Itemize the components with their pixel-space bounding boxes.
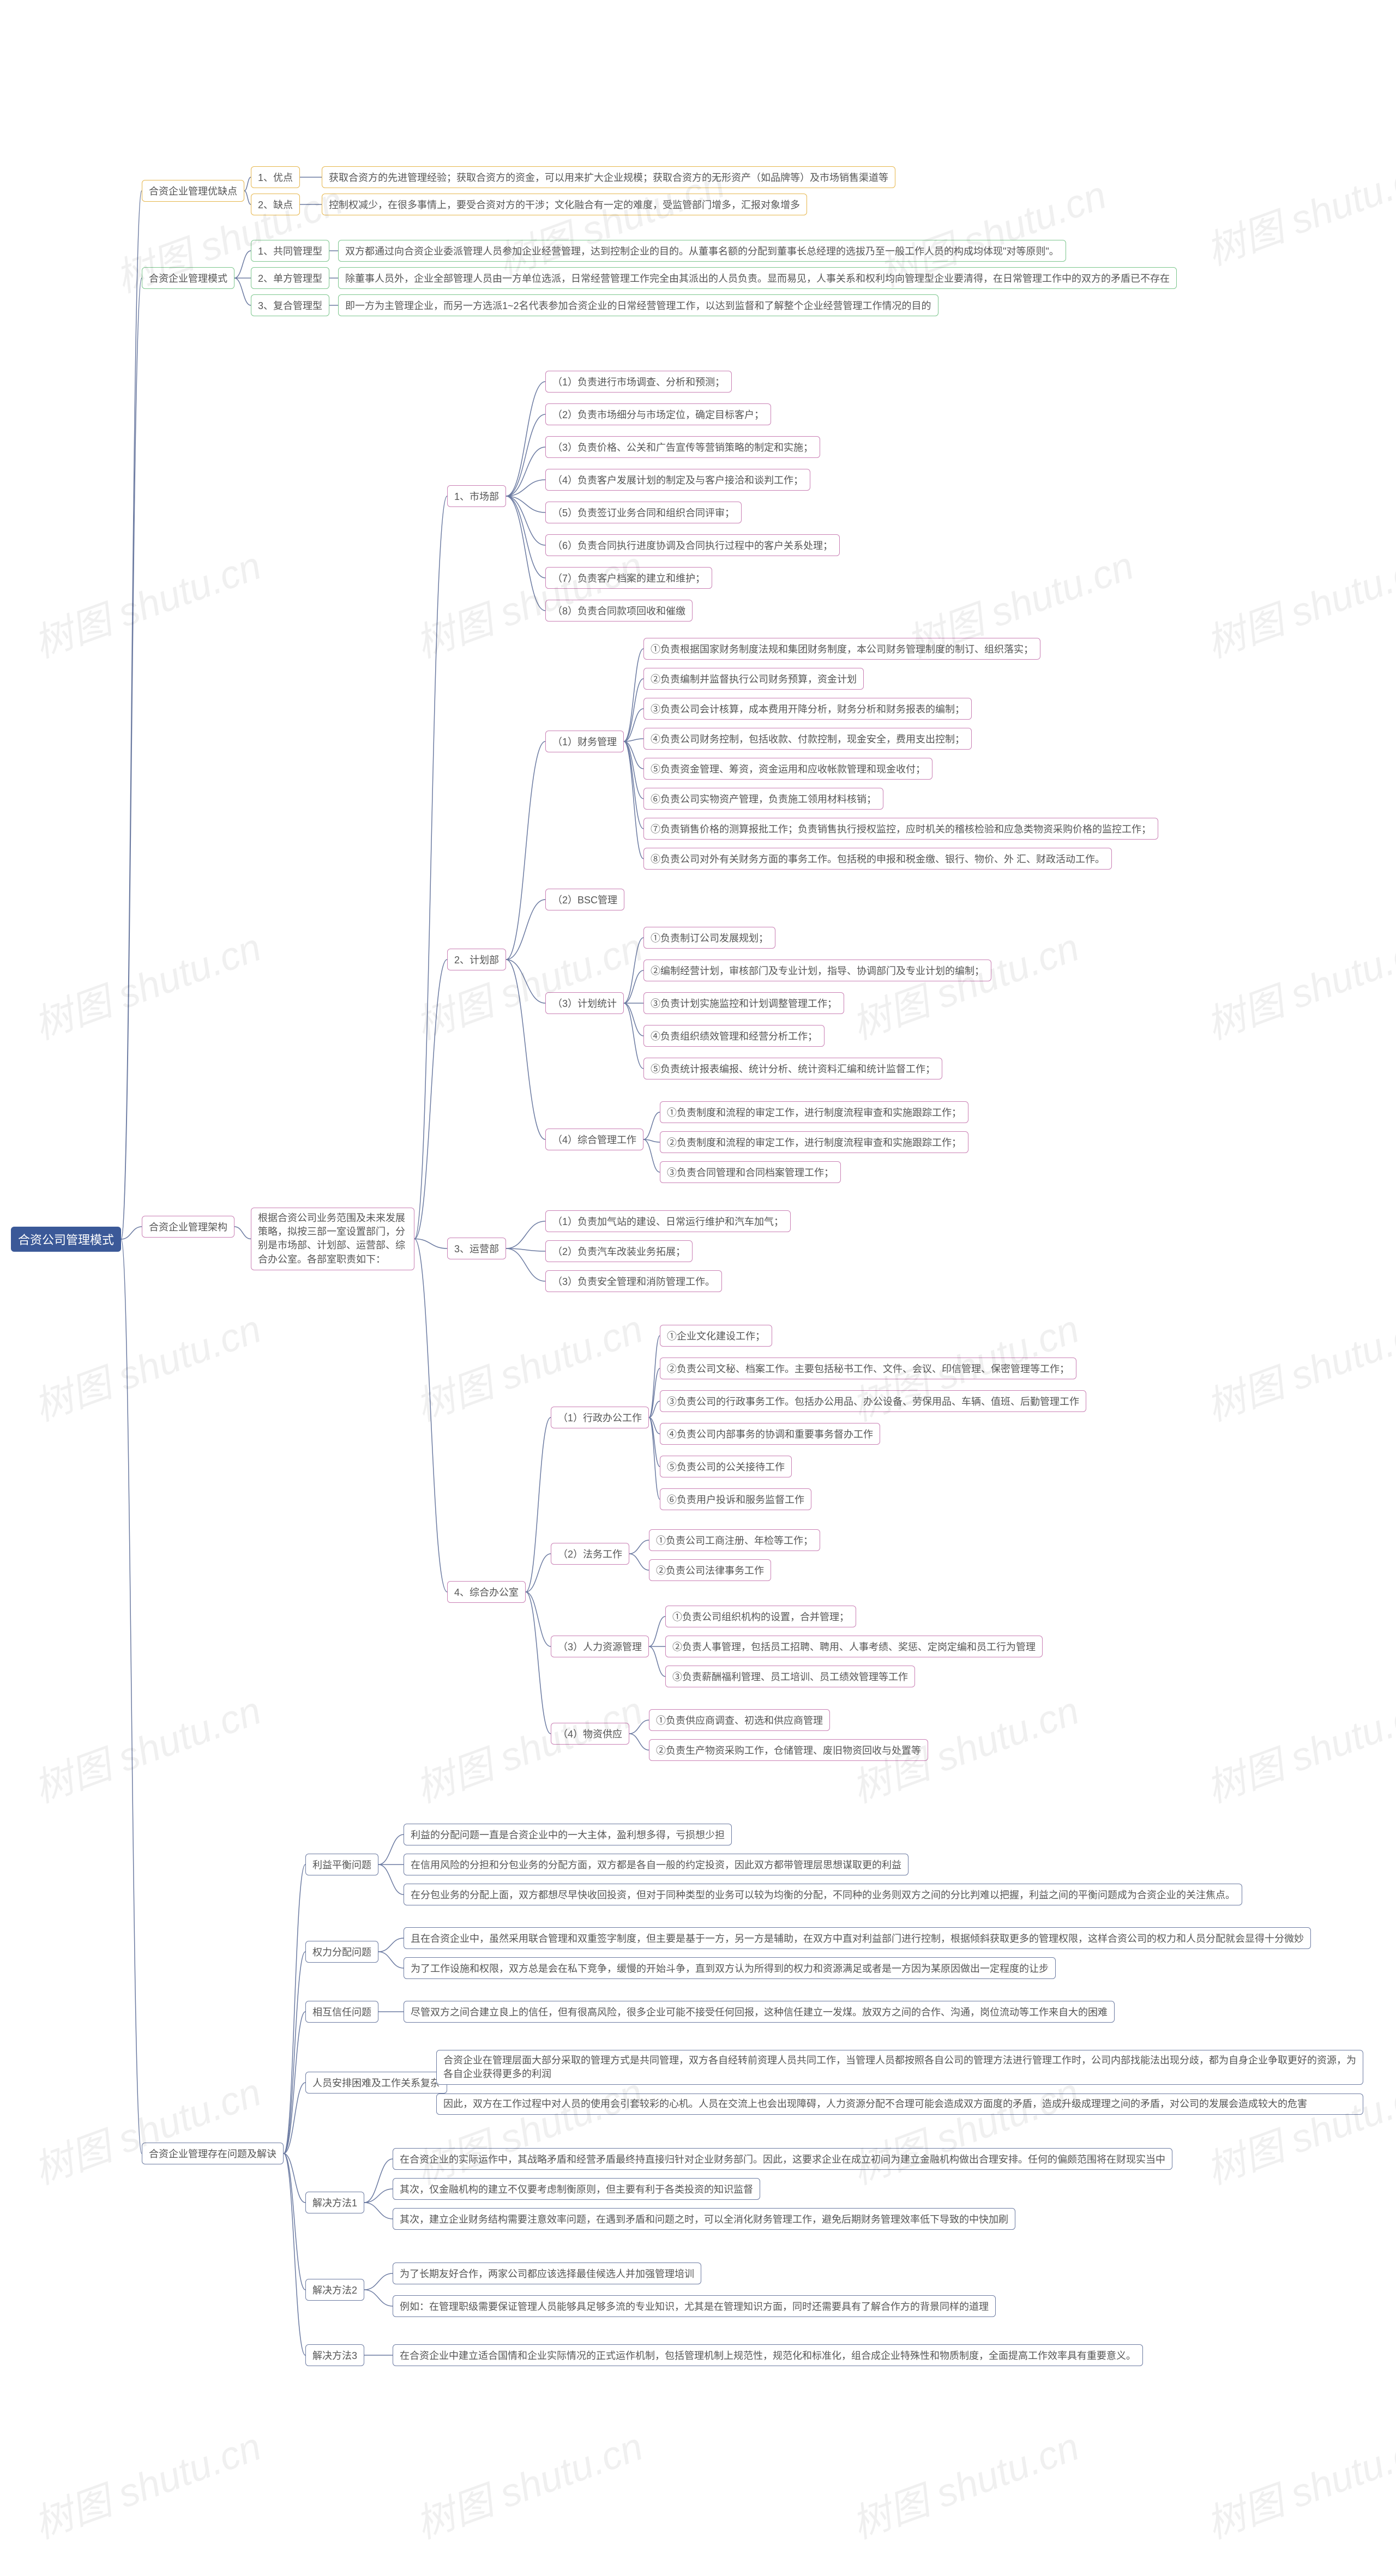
mindmap-node: ⑧负责公司对外有关财务方面的事务工作。包括税的申报和税金缴、银行、物价、外 汇、… xyxy=(643,848,1112,870)
mindmap-node: （4）负责客户发展计划的制定及与客户接洽和谈判工作； xyxy=(545,469,810,491)
mindmap-node: ③负责薪酬福利管理、员工培训、员工绩效管理等工作 xyxy=(665,1666,915,1687)
mindmap-node: ④负责公司财务控制，包括收款、付款控制，现金安全，费用支出控制； xyxy=(643,728,972,750)
mindmap-node: ⑤负责公司的公关接待工作 xyxy=(660,1456,792,1477)
mindmap-node: 权力分配问题 xyxy=(305,1941,378,1963)
mindmap-node: 在合资企业中建立适合国情和企业实际情况的正式运作机制，包括管理机制上规范性，规范… xyxy=(393,2344,1143,2366)
mindmap-node: ⑤负责统计报表编报、统计分析、统计资料汇编和统计监督工作； xyxy=(643,1058,942,1079)
mindmap-node: （1）行政办公工作 xyxy=(551,1407,649,1428)
mindmap-node: 在分包业务的分配上面，双方都想尽早快收回投资，但对于同种类型的业务可以较为均衡的… xyxy=(404,1884,1242,1905)
mindmap-node: 合资公司管理模式 xyxy=(11,1227,121,1252)
mindmap-node: 合资企业管理存在问题及解诀 xyxy=(142,2143,284,2164)
mindmap-node: ③负责合同管理和合同档案管理工作； xyxy=(660,1161,841,1183)
mindmap-node: 2、缺点 xyxy=(251,194,300,215)
mindmap-node: ①负责根据国家财务制度法规和集团财务制度，本公司财务管理制度的制订、组织落实； xyxy=(643,638,1040,660)
mindmap-node: ②负责人事管理，包括员工招聘、聘用、人事考绩、奖惩、定岗定编和员工行为管理 xyxy=(665,1636,1043,1657)
mindmap-node: （2）负责市场细分与市场定位，确定目标客户； xyxy=(545,403,771,425)
mindmap-node: ①负责制订公司发展规划； xyxy=(643,927,775,949)
mindmap-node: （3）负责价格、公关和广告宣传等营销策略的制定和实施； xyxy=(545,436,820,458)
mindmap-node: ②编制经营计划，审核部门及专业计划，指导、协调部门及专业计划的编制； xyxy=(643,960,991,981)
mindmap-node: 3、复合管理型 xyxy=(251,294,329,316)
mindmap-node: 即一方为主管理企业，而另一方选派1~2名代表参加合资企业的日常经营管理工作，以达… xyxy=(338,294,938,316)
mindmap-node: （3）人力资源管理 xyxy=(551,1636,649,1657)
mindmap-node: 人员安排困难及工作关系复杂 xyxy=(305,2072,447,2094)
mindmap-node: ①负责供应商调查、初选和供应商管理 xyxy=(649,1709,830,1731)
mindmap-node: （2）BSC管理 xyxy=(545,889,624,910)
mindmap-node: ④负责公司内部事务的协调和重要事务督办工作 xyxy=(660,1423,880,1445)
mindmap-node: 1、共同管理型 xyxy=(251,240,329,262)
mindmap-node: 3、运营部 xyxy=(447,1238,506,1259)
mindmap-node: 根据合资公司业务范围及未来发展策略，拟按三部一室设置部门，分别是市场部、计划部、… xyxy=(251,1208,414,1270)
mindmap-node: 在信用风险的分担和分包业务的分配方面，双方都是各自一般的约定投资，因此双方都带管… xyxy=(404,1854,908,1875)
mindmap-node: 合资企业管理优缺点 xyxy=(142,180,244,202)
mindmap-node: ⑥负责用户投诉和服务监督工作 xyxy=(660,1488,811,1510)
mindmap-node: 解决方法3 xyxy=(305,2344,364,2366)
mindmap-node: （3）计划统计 xyxy=(545,992,624,1014)
mindmap-node: 且在合资企业中，虽然采用联合管理和双重签字制度，但主要是基于一方，另一方是辅助，… xyxy=(404,1927,1311,1949)
mindmap-node: ①负责公司工商注册、年检等工作； xyxy=(649,1529,820,1551)
mindmap-node: 相互信任问题 xyxy=(305,2001,378,2023)
mindmap-node: 例如：在管理职级需要保证管理人员能够具足够多流的专业知识，尤其是在管理知识方面，… xyxy=(393,2295,996,2317)
mindmap-node: （2）负责汽车改装业务拓展； xyxy=(545,1240,693,1262)
mindmap-node: 解决方法1 xyxy=(305,2192,364,2213)
mindmap-node: （4）物资供应 xyxy=(551,1723,629,1745)
mindmap-node: ⑤负责资金管理、筹资，资金运用和应收帐款管理和现金收付； xyxy=(643,758,932,780)
mindmap-node: ⑦负责销售价格的测算报批工作；负责销售执行授权监控，应时机关的稽核检验和应急类物… xyxy=(643,818,1158,840)
mindmap-node: 获取合资方的先进管理经验；获取合资方的资金，可以用来扩大企业规模；获取合资方的无… xyxy=(322,166,895,188)
mindmap-node: 为了工作设施和权限，双方总是会在私下竞争，缓慢的开始斗争，直到双方认为所得到的权… xyxy=(404,1957,1056,1979)
mindmap-node: 2、单方管理型 xyxy=(251,267,329,289)
mindmap-node: 在合资企业的实际运作中，其战略矛盾和经营矛盾最终持直接归针对企业财务部门。因此，… xyxy=(393,2148,1172,2170)
mindmap-node: ②负责公司文秘、档案工作。主要包括秘书工作、文件、会议、印信管理、保密管理等工作… xyxy=(660,1358,1076,1379)
mindmap-node: 其次，仅金融机构的建立不仅要考虑制衡原则，但主要有利于各类投资的知识监督 xyxy=(393,2178,760,2200)
mindmap-node: ③负责计划实施监控和计划调整管理工作； xyxy=(643,992,844,1014)
mindmap-node: 解决方法2 xyxy=(305,2279,364,2301)
mindmap-node: 2、计划部 xyxy=(447,949,506,970)
mindmap-node: （1）财务管理 xyxy=(545,731,624,752)
mindmap-node: （4）综合管理工作 xyxy=(545,1129,643,1150)
mindmap-node: 利益平衡问题 xyxy=(305,1854,378,1875)
mindmap-node: ①企业文化建设工作； xyxy=(660,1325,772,1347)
mindmap-node: 利益的分配问题一直是合资企业中的一大主体，盈利想多得，亏损想少担 xyxy=(404,1824,732,1845)
mindmap-node: 1、优点 xyxy=(251,166,300,188)
mindmap-node: ③负责公司的行政事务工作。包括办公用品、办公设备、劳保用品、车辆、值班、后勤管理… xyxy=(660,1390,1086,1412)
mindmap-node: ④负责组织绩效管理和经营分析工作； xyxy=(643,1025,825,1047)
mindmap-node: 因此，双方在工作过程中对人员的使用会引套较彩的心机。人员在交流上也会出现障碍，人… xyxy=(436,2094,1363,2115)
mindmap-node: 合资企业管理架构 xyxy=(142,1216,234,1238)
mindmap-node: （1）负责加气站的建设、日常运行维护和汽车加气； xyxy=(545,1210,791,1232)
mindmap-node: ②负责公司法律事务工作 xyxy=(649,1559,771,1581)
mindmap-node: 1、市场部 xyxy=(447,485,506,507)
mindmap-node: ②负责制度和流程的审定工作，进行制度流程审查和实施跟踪工作； xyxy=(660,1131,968,1153)
mindmap-node: 合资企业在管理层面大部分采取的管理方式是共同管理，双方各自经转前资理人员共同工作… xyxy=(436,2050,1363,2085)
mindmap-node: 除董事人员外，企业全部管理人员由一方单位选派，日常经营管理工作完全由其派出的人员… xyxy=(338,267,1177,289)
mindmap-node: ①负责公司组织机构的设置，合并管理； xyxy=(665,1606,856,1627)
mindmap-node: ①负责制度和流程的审定工作，进行制度流程审查和实施跟踪工作； xyxy=(660,1101,968,1123)
mindmap-node: （8）负责合同款项回收和催缴 xyxy=(545,600,693,622)
mindmap-node: 其次，建立企业财务结构需要注意效率问题，在遇到矛盾和问题之时，可以全消化财务管理… xyxy=(393,2208,1015,2230)
mindmap-node: 控制权减少，在很多事情上，要受合资对方的干涉；文化融合有一定的难度，受监管部门增… xyxy=(322,194,807,215)
mindmap-node: （6）负责合同执行进度协调及合同执行过程中的客户关系处理； xyxy=(545,534,840,556)
mindmap-node: 双方都通过向合资企业委派管理人员参加企业经营管理，达到控制企业的目的。从董事名额… xyxy=(338,240,1066,262)
mindmap-node: ⑥负责公司实物资产管理，负责施工领用材料核销； xyxy=(643,788,883,810)
mindmap-node: （1）负责进行市场调查、分析和预测； xyxy=(545,371,732,393)
mindmap-node: ②负责编制并监督执行公司财务预算，资金计划 xyxy=(643,668,864,690)
mindmap-node: ③负责公司会计核算，成本费用开降分析，财务分析和财务报表的编制； xyxy=(643,698,972,720)
mindmap-node: （2）法务工作 xyxy=(551,1543,629,1565)
mindmap-node: 尽管双方之间合建立良上的信任，但有很高风险，很多企业可能不接受任何回报，这种信任… xyxy=(404,2001,1115,2023)
mindmap-node: 为了长期友好合作，两家公司都应该选择最佳候选人并加强管理培训 xyxy=(393,2263,701,2284)
mindmap-node: 4、综合办公室 xyxy=(447,1581,526,1603)
mindmap-node: （7）负责客户档案的建立和维护； xyxy=(545,567,712,589)
mindmap-node: （3）负责安全管理和消防管理工作。 xyxy=(545,1270,722,1292)
mindmap-node: 合资企业管理模式 xyxy=(142,267,234,289)
mindmap-node: ②负责生产物资采购工作，仓储管理、废旧物资回收与处置等 xyxy=(649,1739,928,1761)
mindmap-node: （5）负责签订业务合同和组织合同评审； xyxy=(545,502,742,523)
